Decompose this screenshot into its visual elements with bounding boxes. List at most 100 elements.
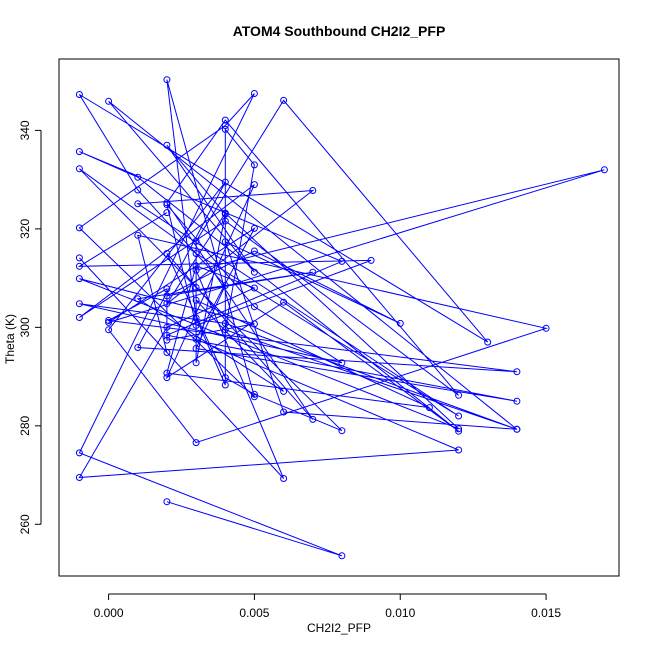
data-point <box>105 317 113 324</box>
data-point <box>75 275 83 283</box>
y-tick-label: 260 <box>18 514 32 534</box>
data-point <box>75 224 83 232</box>
data-point <box>221 125 229 133</box>
data-point <box>192 284 200 291</box>
axis-layer: 0.000 0.005 0.010 0.015 260 280 300 320 340 <box>18 120 561 620</box>
data-point <box>513 425 521 433</box>
data-point <box>309 415 317 423</box>
data-point <box>192 345 200 352</box>
data-point <box>250 393 258 401</box>
data-point <box>250 181 258 189</box>
series-line <box>77 79 605 557</box>
y-tick-label: 340 <box>18 120 32 140</box>
data-point <box>455 425 463 433</box>
x-tick-label: 0.005 <box>239 606 269 620</box>
data-point <box>513 368 521 376</box>
data-point <box>134 344 142 351</box>
data-point <box>338 359 346 367</box>
data-point <box>542 324 550 332</box>
data-point <box>221 381 229 389</box>
data-point <box>75 314 83 321</box>
data-point <box>250 247 258 255</box>
data-point <box>221 217 229 225</box>
data-point <box>75 449 83 457</box>
data-point <box>192 296 200 304</box>
data-point <box>221 238 229 246</box>
data-point <box>163 369 171 377</box>
data-point <box>163 374 171 382</box>
data-point <box>192 321 200 329</box>
data-point <box>75 254 83 262</box>
data-point <box>75 148 83 156</box>
data-point <box>280 298 288 306</box>
data-point <box>163 349 171 356</box>
x-tick-label: 0.015 <box>531 606 561 620</box>
data-point <box>163 285 171 293</box>
data-point <box>163 498 171 506</box>
chart-title: ATOM4 Southbound CH2I2_PFP <box>233 23 446 39</box>
data-point <box>250 320 258 328</box>
data-point <box>163 201 171 209</box>
data-point <box>163 292 171 300</box>
data-point <box>250 90 258 97</box>
data-point <box>163 199 171 207</box>
data-point <box>192 262 200 270</box>
plot-frame <box>58 58 620 577</box>
data-point <box>221 209 229 217</box>
data-point <box>250 303 258 311</box>
data-point <box>221 374 229 382</box>
data-point <box>455 391 463 399</box>
data-point <box>192 237 200 245</box>
data-point <box>513 397 521 405</box>
data-point <box>338 257 346 265</box>
data-point <box>192 314 200 322</box>
data-point <box>250 390 258 398</box>
data-point <box>338 427 346 435</box>
data-point <box>105 318 113 326</box>
data-point <box>192 439 200 447</box>
data-point <box>163 323 171 331</box>
data-point <box>75 91 83 98</box>
data-point <box>309 268 317 276</box>
data-point <box>221 319 229 327</box>
x-tick-label: 0.000 <box>94 606 124 620</box>
data-point <box>396 319 404 327</box>
data-point <box>455 412 463 420</box>
data-point <box>455 446 463 454</box>
data-point <box>192 250 200 257</box>
series-layer <box>77 79 605 557</box>
data-point <box>221 122 229 129</box>
data-point <box>455 427 463 435</box>
data-point <box>134 231 142 239</box>
data-point <box>280 387 288 395</box>
data-point <box>250 161 258 169</box>
data-point <box>134 200 142 208</box>
data-point <box>250 284 258 292</box>
data-point <box>280 475 288 482</box>
data-point <box>221 116 229 124</box>
data-point <box>192 335 200 343</box>
data-point <box>75 262 83 270</box>
points-layer <box>75 76 608 560</box>
y-tick-label: 280 <box>18 415 32 435</box>
data-point <box>75 165 83 173</box>
data-point <box>134 173 142 181</box>
data-point <box>163 336 171 344</box>
data-point <box>338 552 346 560</box>
data-point <box>163 76 171 84</box>
data-point <box>105 97 113 105</box>
x-axis-label: CH2I2_PFP <box>307 621 371 635</box>
data-point <box>221 178 229 186</box>
y-tick-label: 320 <box>18 219 32 239</box>
data-point <box>280 408 288 416</box>
data-point <box>192 266 200 274</box>
data-point <box>425 404 433 412</box>
data-point <box>163 209 171 217</box>
data-point <box>75 300 83 308</box>
data-point <box>163 141 171 149</box>
data-point <box>600 166 608 174</box>
data-point <box>192 359 200 367</box>
y-tick-label: 300 <box>18 317 32 337</box>
